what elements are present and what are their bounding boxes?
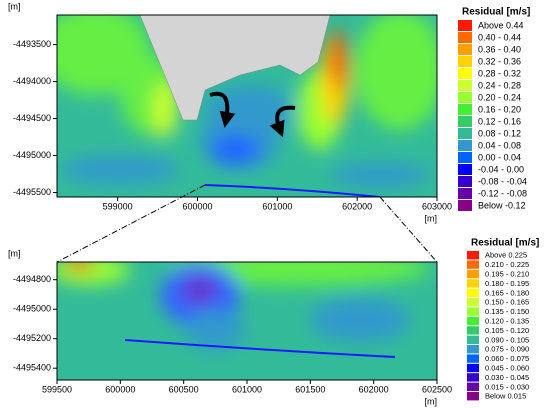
y-tick-label: -4495400 (13, 363, 51, 373)
legend-swatch (458, 44, 472, 55)
legend-swatch (458, 104, 472, 115)
x-tick-label: 601000 (262, 201, 292, 211)
y-tick-label: -4494800 (13, 274, 51, 284)
y-tick-label: -4493500 (13, 39, 51, 49)
legend-swatch (467, 279, 479, 288)
legend-label: 0.16 - 0.20 (478, 104, 521, 114)
field-top (57, 15, 437, 197)
legend-label: 0.120 - 0.135 (485, 316, 529, 325)
legend-label: 0.36 - 0.40 (478, 44, 521, 54)
legend-label: 0.40 - 0.44 (478, 32, 521, 42)
x-axis-label: [m] (425, 396, 438, 406)
x-tick-label: 599500 (42, 384, 72, 394)
legend-label: 0.04 - 0.08 (478, 140, 521, 150)
x-tick-label: 603000 (422, 201, 452, 211)
legend-label: 0.24 - 0.28 (478, 80, 521, 90)
legend-swatch (458, 164, 472, 175)
x-tick-label: 601500 (295, 384, 325, 394)
legend-label: Below -0.12 (478, 200, 526, 210)
field-bottom (57, 262, 437, 380)
x-axis-label: [m] (425, 213, 438, 223)
x-tick-label: 600000 (105, 384, 135, 394)
legend-label: Above 0.225 (485, 251, 527, 260)
legend-title: Residual [m/s] (471, 238, 539, 249)
legend-swatch (467, 307, 479, 316)
legend-swatch (467, 260, 479, 269)
x-tick-label: 600500 (169, 384, 199, 394)
legend-swatch (467, 251, 479, 260)
x-tick-label: 600000 (182, 201, 212, 211)
legend-label: -0.12 - -0.08 (478, 188, 527, 198)
legend-swatch (467, 326, 479, 335)
legend-label: Above 0.44 (478, 20, 524, 30)
legend-swatch (458, 188, 472, 199)
legend-swatch (458, 80, 472, 91)
x-tick-label: 602000 (359, 384, 389, 394)
legend-label: 0.135 - 0.150 (485, 307, 529, 316)
frame-top (56, 14, 438, 198)
legend-label: 0.12 - 0.16 (478, 116, 521, 126)
legend-label: 0.030 - 0.045 (485, 373, 529, 382)
legend-swatch (458, 20, 472, 31)
legend-swatch (458, 140, 472, 151)
legend-label: 0.28 - 0.32 (478, 68, 521, 78)
legend-swatch (458, 68, 472, 79)
y-tick-label: -4495200 (13, 333, 51, 343)
x-tick-label: 599000 (103, 201, 133, 211)
legend-label: 0.090 - 0.105 (485, 335, 529, 344)
legend-label: 0.210 - 0.225 (485, 260, 529, 269)
legend-swatch (458, 176, 472, 187)
x-tick-label: 602500 (422, 384, 452, 394)
legend-swatch (458, 92, 472, 103)
legend-swatch (458, 128, 472, 139)
legend-label: 0.060 - 0.075 (485, 354, 529, 363)
y-tick-label: -4494000 (13, 76, 51, 86)
legend-swatch (467, 316, 479, 326)
y-axis-label: [m] (8, 1, 21, 11)
legend-label: 0.00 - 0.04 (478, 152, 521, 162)
legend-swatch (458, 200, 472, 211)
legend-swatch (467, 345, 479, 354)
x-tick-label: 601000 (232, 384, 262, 394)
legend-label: 0.015 - 0.030 (485, 382, 529, 391)
legend-swatch (467, 392, 479, 401)
legend-label: 0.195 - 0.210 (485, 269, 529, 278)
zoom-lines (56, 184, 438, 263)
legend-label: 0.32 - 0.36 (478, 56, 521, 66)
legend-label: 0.165 - 0.180 (485, 288, 529, 297)
y-axis-label: [m] (8, 248, 21, 258)
legend-label: Below 0.015 (485, 392, 526, 401)
legend-swatch (467, 363, 479, 373)
y-tick-label: -4495000 (13, 150, 51, 160)
legend-label: 0.045 - 0.060 (485, 363, 529, 372)
legend-label: 0.075 - 0.090 (485, 345, 529, 354)
legend-swatch (467, 382, 479, 391)
legend-label: 0.08 - 0.12 (478, 128, 521, 138)
legend-swatch (467, 354, 479, 363)
legend-label: 0.150 - 0.165 (485, 298, 529, 307)
legend-title: Residual [m/s] (462, 7, 530, 18)
y-tick-label: -4495000 (13, 304, 51, 314)
y-tick-label: -4495500 (13, 187, 51, 197)
x-tick-label: 602000 (342, 201, 372, 211)
legend-swatch (467, 298, 479, 307)
legend-swatch (458, 116, 472, 127)
legend-swatch (458, 56, 472, 67)
legend-swatch (467, 288, 479, 297)
legend-swatch (467, 335, 479, 344)
legend-swatch (458, 32, 472, 43)
legend-label: -0.08 - -0.04 (478, 176, 527, 186)
legend-label: -0.04 - 0.00 (478, 164, 524, 174)
legend-label: 0.20 - 0.24 (478, 92, 521, 102)
y-tick-label: -4494500 (13, 113, 51, 123)
legend-label: 0.180 - 0.195 (485, 279, 529, 288)
legend-label: 0.105 - 0.120 (485, 326, 529, 335)
legend-swatch (467, 373, 479, 382)
legend-swatch (458, 152, 472, 163)
legend-swatch (467, 269, 479, 279)
